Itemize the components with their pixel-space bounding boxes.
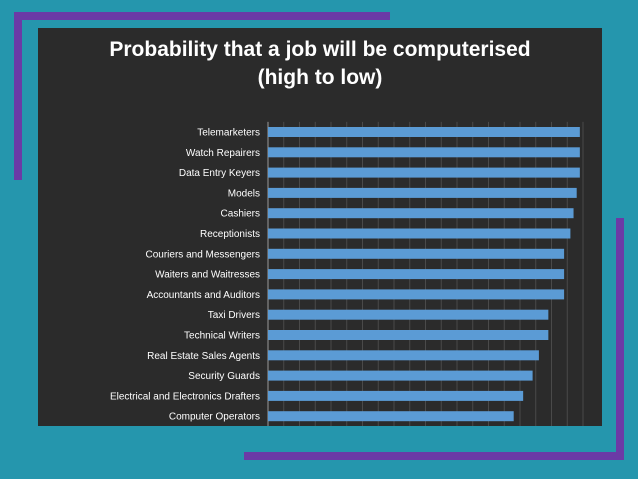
chart-title: Probability that a job will be computeri… [38, 36, 602, 92]
accent-bar-right [616, 218, 624, 460]
category-label-1: Telemarketers [197, 128, 260, 139]
bar-12 [268, 350, 539, 361]
accent-bar-bottom [244, 452, 624, 460]
bar-7 [268, 248, 565, 259]
bar-1 [268, 127, 580, 137]
bar-3 [268, 167, 580, 178]
chart-title-line-2: (high to low) [257, 66, 383, 89]
category-label-4: Models [228, 188, 260, 199]
chart-title-line-1: Probability that a job will be computeri… [109, 38, 531, 61]
category-label-3: Data Entry Keyers [179, 168, 260, 179]
bar-2 [268, 147, 580, 158]
category-label-15: Computer Operators [169, 412, 260, 423]
bar-5 [268, 208, 574, 219]
bar-6 [268, 228, 571, 239]
bar-15 [268, 411, 514, 422]
category-label-5: Cashiers [221, 209, 260, 220]
category-label-14: Electrical and Electronics Drafters [110, 391, 260, 402]
bar-chart: Telemarketers Watch Repairers Data Entry K… [110, 121, 584, 426]
category-label-12: Real Estate Sales Agents [147, 351, 260, 362]
accent-bar-left [14, 12, 22, 180]
category-label-11: Technical Writers [184, 331, 260, 342]
category-label-13: Security Guards [188, 371, 260, 382]
category-label-6: Receptionists [200, 229, 260, 240]
bar-13 [268, 370, 533, 381]
category-label-10: Taxi Drivers [208, 310, 260, 321]
bar-14 [268, 390, 524, 401]
bar-8 [268, 269, 565, 280]
category-label-8: Waiters and Waitresses [155, 270, 260, 281]
bar-11 [268, 330, 549, 340]
accent-bar-top [14, 12, 390, 20]
chart-panel: Probability that a job will be computeri… [38, 28, 602, 426]
bar-9 [268, 289, 565, 300]
bar-10 [268, 309, 549, 320]
category-label-2: Watch Repairers [186, 148, 260, 159]
category-label-9: Accountants and Auditors [147, 290, 260, 301]
category-label-7: Couriers and Messengers [146, 249, 261, 260]
bar-4 [268, 187, 577, 198]
